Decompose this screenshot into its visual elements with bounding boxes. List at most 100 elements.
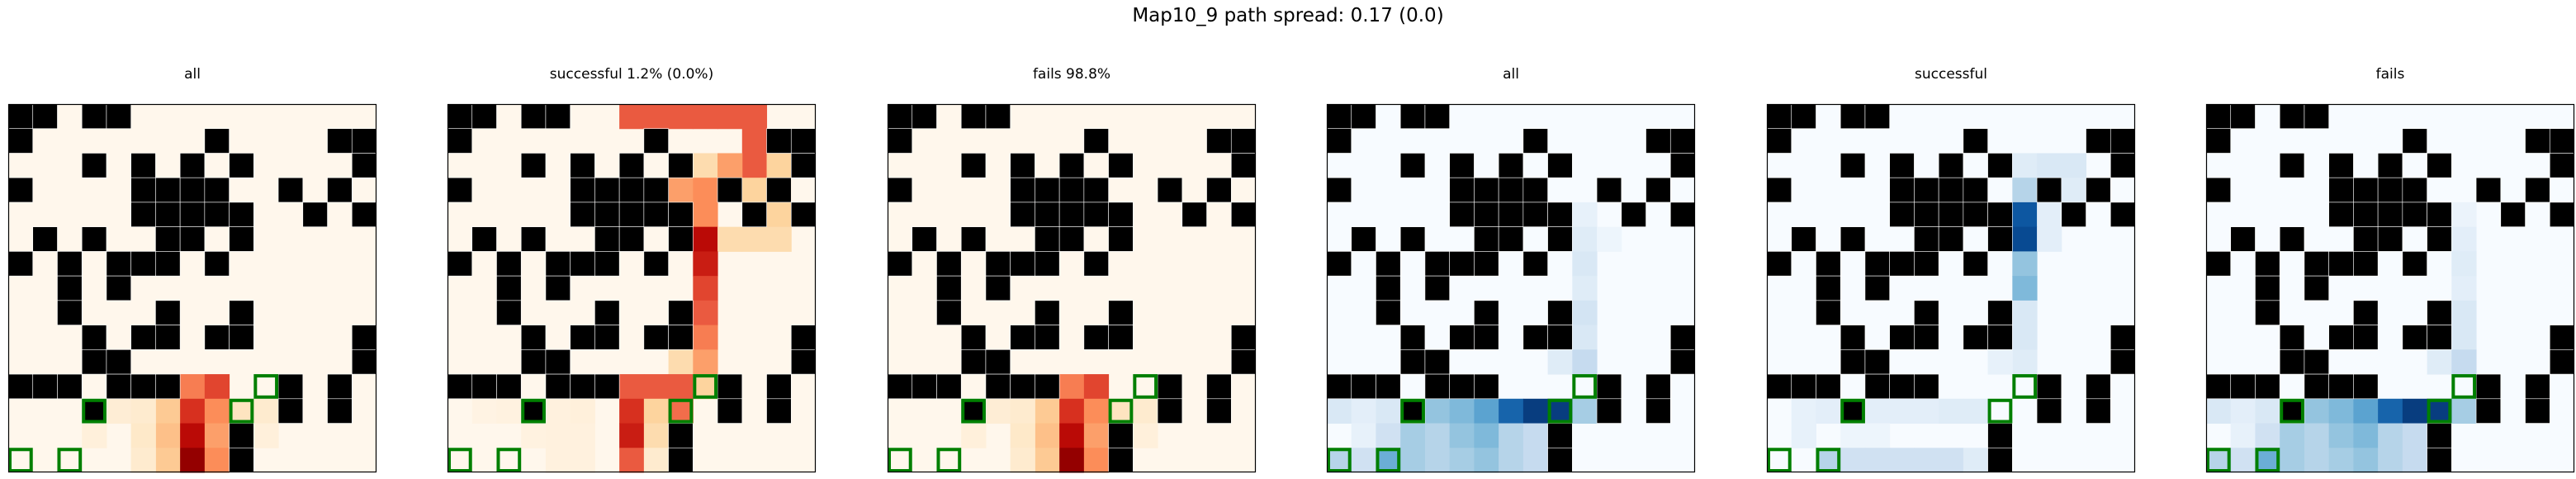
- wall-cell: [2402, 251, 2427, 277]
- wall-cell: [229, 447, 254, 473]
- wall-cell: [2353, 226, 2379, 252]
- wall-cell: [1766, 373, 1792, 400]
- heat-cell: [1010, 448, 1035, 473]
- wall-cell: [1840, 398, 1866, 424]
- goal-marker: [693, 374, 718, 399]
- wall-cell: [1376, 275, 1401, 301]
- heat-cell: [1572, 300, 1598, 326]
- wall-cell: [7, 177, 34, 203]
- wall-cell: [618, 177, 645, 203]
- heat-cell: [1499, 448, 1524, 473]
- heat-cell: [204, 448, 230, 473]
- heat-cell: [1327, 398, 1352, 424]
- heat-cell: [2012, 325, 2038, 350]
- wall-cell: [229, 226, 254, 252]
- heat-cell: [1987, 349, 2013, 375]
- wall-cell: [1424, 251, 1450, 277]
- wall-cell: [1424, 349, 1450, 375]
- wall-cell: [351, 153, 377, 178]
- heat-cell: [2402, 448, 2428, 473]
- axes-frame: [7, 103, 377, 473]
- wall-cell: [7, 251, 34, 277]
- goal-marker: [496, 448, 522, 472]
- wall-cell: [1424, 373, 1450, 400]
- wall-cell: [717, 398, 743, 424]
- heat-cell: [766, 202, 792, 228]
- wall-cell: [2377, 226, 2403, 252]
- wall-cell: [155, 300, 181, 325]
- wall-cell: [2328, 325, 2354, 350]
- heat-cell: [155, 398, 181, 424]
- wall-cell: [1108, 300, 1134, 325]
- wall-cell: [2525, 373, 2550, 400]
- wall-cell: [936, 251, 962, 277]
- goal-marker: [1133, 374, 1158, 399]
- heat-cell: [2328, 423, 2354, 448]
- wall-cell: [643, 251, 669, 277]
- wall-cell: [985, 373, 1011, 400]
- wall-cell: [1449, 373, 1475, 400]
- wall-cell: [960, 349, 987, 375]
- wall-cell: [2255, 373, 2280, 400]
- wall-cell: [1646, 398, 1671, 424]
- wall-cell: [1840, 226, 1866, 252]
- wall-cell: [2427, 226, 2452, 252]
- wall-cell: [2110, 325, 2136, 350]
- heat-cell: [1791, 398, 1816, 424]
- heatmap-grid: [1326, 103, 1696, 473]
- goal-marker: [2012, 374, 2038, 399]
- wall-cell: [277, 398, 304, 424]
- wall-cell: [1058, 153, 1085, 178]
- wall-cell: [766, 373, 792, 400]
- wall-cell: [57, 275, 83, 301]
- heat-cell: [1035, 448, 1060, 473]
- wall-cell: [2110, 349, 2136, 375]
- wall-cell: [1547, 423, 1573, 448]
- wall-cell: [668, 300, 694, 325]
- wall-cell: [790, 128, 817, 154]
- wall-cell: [1522, 202, 1548, 227]
- wall-cell: [1376, 251, 1401, 277]
- wall-cell: [106, 251, 131, 277]
- wall-cell: [1963, 325, 1988, 350]
- heat-cell: [643, 374, 670, 400]
- wall-cell: [1669, 325, 1696, 350]
- wall-cell: [204, 177, 230, 203]
- wall-cell: [936, 373, 962, 400]
- heat-cell: [1572, 398, 1598, 424]
- heat-cell: [985, 398, 1011, 424]
- axes-frame: [1766, 103, 2136, 473]
- wall-cell: [2230, 103, 2256, 130]
- heatmap-grid: [887, 103, 1257, 473]
- wall-cell: [790, 349, 817, 375]
- wall-cell: [1864, 251, 1890, 277]
- heat-cell: [1522, 423, 1549, 448]
- goal-marker: [57, 448, 83, 472]
- wall-cell: [1987, 423, 2013, 448]
- wall-cell: [2279, 153, 2305, 178]
- wall-cell: [2328, 177, 2354, 203]
- heat-cell: [2427, 349, 2452, 375]
- goal-marker: [668, 398, 694, 424]
- wall-cell: [1938, 226, 1964, 252]
- wall-cell: [2328, 153, 2354, 178]
- heat-cell: [229, 398, 254, 424]
- wall-cell: [81, 325, 107, 350]
- heat-cell: [619, 398, 645, 424]
- wall-cell: [1596, 373, 1622, 400]
- wall-cell: [1108, 325, 1134, 350]
- wall-cell: [471, 373, 497, 400]
- wall-cell: [81, 349, 107, 375]
- wall-cell: [2549, 325, 2575, 350]
- wall-cell: [2353, 300, 2379, 325]
- goal-marker: [1767, 448, 1792, 472]
- wall-cell: [1230, 349, 1257, 375]
- wall-cell: [471, 226, 497, 252]
- wall-cell: [1449, 177, 1475, 203]
- wall-cell: [1474, 177, 1499, 203]
- wall-cell: [2061, 202, 2086, 227]
- wall-cell: [2279, 103, 2305, 130]
- heat-cell: [204, 398, 230, 424]
- heat-cell: [1010, 398, 1035, 424]
- wall-cell: [936, 275, 962, 301]
